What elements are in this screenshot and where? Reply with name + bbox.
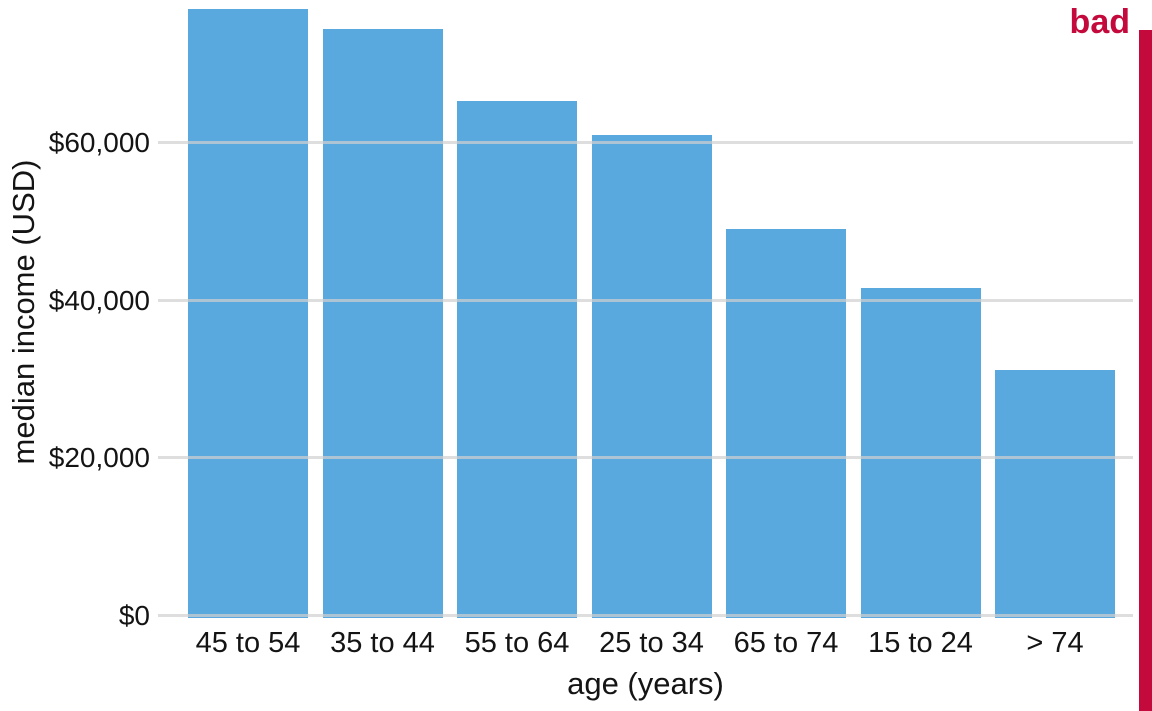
gridline-20000 (158, 456, 1133, 460)
x-axis-baseline (158, 614, 1133, 617)
bar-65-to-74 (726, 229, 846, 618)
bad-stamp-stripe (1139, 30, 1152, 711)
x-tick-label-65-to-74: 65 to 74 (733, 627, 839, 659)
gridline-60000 (158, 141, 1133, 145)
bar-35-to-44 (322, 28, 443, 618)
x-tick-label-25-to-34: 25 to 34 (599, 627, 704, 659)
y-tick-label-0: $0 (118, 600, 150, 631)
x-tick-label-45-to-54: 45 to 54 (195, 627, 301, 659)
y-tick-label-60000: $60,000 (48, 127, 150, 159)
y-axis-title: median income (USD) (6, 159, 41, 465)
x-tick-label->-74: > 74 (1026, 627, 1084, 659)
bar-15-to-24 (860, 288, 981, 618)
bar-55-to-64 (457, 100, 577, 618)
y-tick-label-40000: $40,000 (48, 284, 150, 316)
x-tick-label-55-to-64: 55 to 64 (464, 627, 570, 659)
y-tick-label-20000: $20,000 (48, 442, 150, 474)
bad-stamp-label: bad (1069, 3, 1130, 41)
bar->-74 (995, 370, 1115, 618)
bar-45-to-54 (188, 9, 308, 618)
gridline-40000 (158, 298, 1133, 302)
x-axis-title: age (years) (567, 666, 724, 701)
x-tick-label-15-to-24: 15 to 24 (868, 627, 973, 659)
x-tick-label-35-to-44: 35 to 44 (330, 627, 435, 659)
bar-25-to-34 (591, 135, 712, 618)
